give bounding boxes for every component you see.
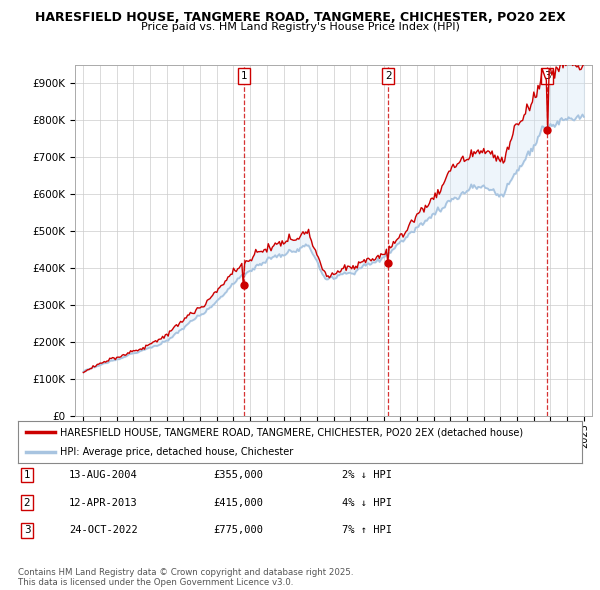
Text: HPI: Average price, detached house, Chichester: HPI: Average price, detached house, Chic… xyxy=(60,447,293,457)
Text: £355,000: £355,000 xyxy=(213,470,263,480)
Text: £415,000: £415,000 xyxy=(213,498,263,507)
Text: 24-OCT-2022: 24-OCT-2022 xyxy=(69,526,138,535)
Text: 1: 1 xyxy=(241,71,247,81)
Text: 2% ↓ HPI: 2% ↓ HPI xyxy=(342,470,392,480)
Text: HARESFIELD HOUSE, TANGMERE ROAD, TANGMERE, CHICHESTER, PO20 2EX (detached house): HARESFIELD HOUSE, TANGMERE ROAD, TANGMER… xyxy=(60,427,523,437)
Text: £775,000: £775,000 xyxy=(213,526,263,535)
Text: 3: 3 xyxy=(544,71,551,81)
Text: Contains HM Land Registry data © Crown copyright and database right 2025.
This d: Contains HM Land Registry data © Crown c… xyxy=(18,568,353,587)
Text: 7% ↑ HPI: 7% ↑ HPI xyxy=(342,526,392,535)
Text: 12-APR-2013: 12-APR-2013 xyxy=(69,498,138,507)
Text: HARESFIELD HOUSE, TANGMERE ROAD, TANGMERE, CHICHESTER, PO20 2EX: HARESFIELD HOUSE, TANGMERE ROAD, TANGMER… xyxy=(35,11,565,24)
Text: 13-AUG-2004: 13-AUG-2004 xyxy=(69,470,138,480)
Text: 2: 2 xyxy=(385,71,392,81)
Text: 2: 2 xyxy=(23,498,31,507)
Text: Price paid vs. HM Land Registry's House Price Index (HPI): Price paid vs. HM Land Registry's House … xyxy=(140,22,460,32)
Text: 4% ↓ HPI: 4% ↓ HPI xyxy=(342,498,392,507)
Text: 3: 3 xyxy=(23,526,31,535)
Text: 1: 1 xyxy=(23,470,31,480)
